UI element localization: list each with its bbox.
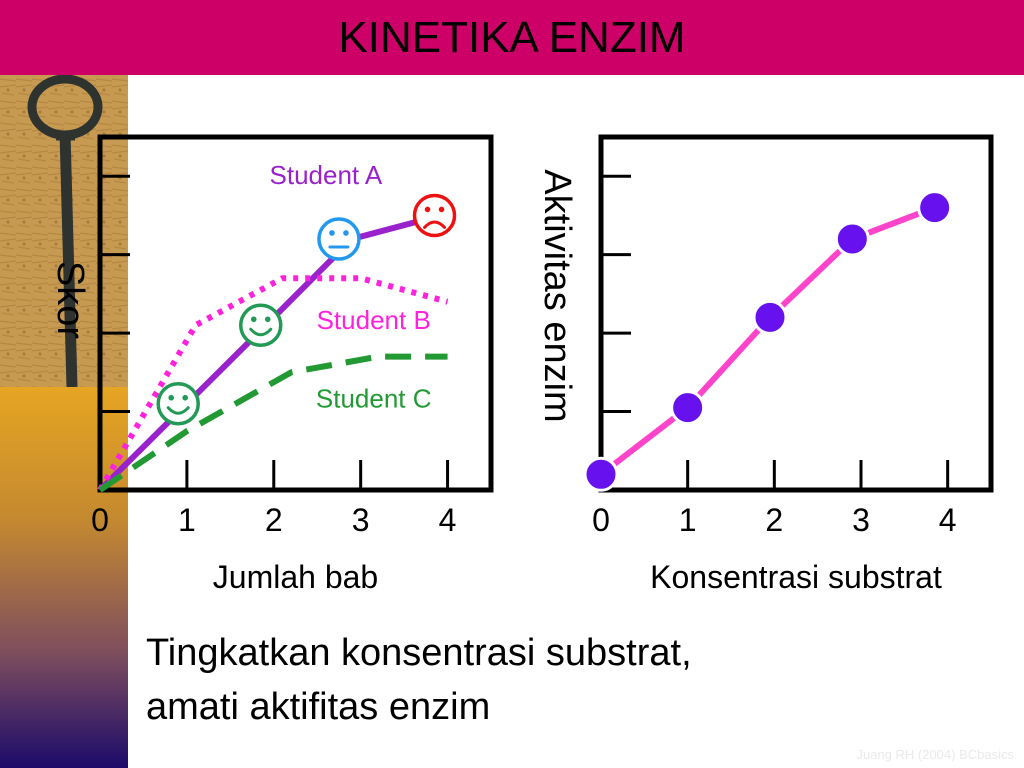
smiley-eye — [438, 206, 445, 213]
smiley-mouth — [166, 406, 190, 415]
key-photo — [0, 75, 128, 387]
slide-title: KINETIKA ENZIM — [338, 13, 686, 62]
happy-smiley-icon — [156, 381, 200, 426]
happy-smiley-icon — [238, 303, 283, 348]
smiley-face — [412, 193, 457, 238]
caption-line-1: Tingkatkan konsentrasi substrat, — [146, 632, 692, 674]
x-axis-label: Konsentrasi substrat — [650, 559, 942, 595]
x-tick-label: 2 — [265, 502, 283, 538]
data-point — [834, 221, 870, 257]
caption-line-2: amati aktifitas enzim — [146, 686, 491, 728]
neutral-smiley-icon — [317, 217, 361, 261]
smiley-eye — [182, 394, 188, 401]
smiley-eye — [329, 230, 335, 236]
sidebar-gradient — [0, 387, 128, 768]
enzyme-activity-chart: 0 1 2 3 4 Konsentrasi substrat Aktivitas enzim — [536, 134, 994, 595]
x-tick-label: 4 — [439, 502, 457, 538]
smiley-face — [156, 381, 200, 426]
data-point — [752, 299, 788, 335]
x-tick-label: 3 — [852, 502, 870, 538]
series-label: Student B — [317, 305, 431, 335]
skor-chart: 0 1 2 3 4 Jumlah bab Skor Student A Student B Stu… — [49, 134, 494, 595]
smiley-mouth — [249, 327, 273, 337]
smiley-mouth — [423, 220, 447, 229]
x-tick-label: 1 — [178, 502, 196, 538]
series-line-0 — [599, 204, 936, 477]
x-tick-label: 0 — [91, 502, 109, 538]
smiley-eye — [168, 394, 174, 401]
data-point — [583, 456, 619, 492]
series-line-0 — [97, 216, 427, 493]
series-line-1 — [97, 275, 449, 492]
x-axis-label: Jumlah bab — [213, 559, 378, 595]
series-label: Student A — [270, 160, 383, 190]
sad-smiley-icon — [412, 193, 457, 238]
smiley-face — [317, 217, 361, 261]
data-point — [917, 190, 953, 226]
data-point — [670, 390, 706, 426]
x-tick-label: 4 — [939, 502, 957, 538]
x-tick-label: 1 — [679, 502, 697, 538]
x-tick-label: 0 — [592, 502, 610, 538]
y-axis-label: Skor — [49, 261, 91, 339]
x-tick-label: 3 — [352, 502, 370, 538]
x-tick-label: 2 — [765, 502, 783, 538]
plot-frame — [97, 134, 494, 493]
plot-frame — [598, 134, 994, 493]
smiley-face — [238, 303, 283, 348]
smiley-eye — [250, 316, 257, 323]
footer-credit: Juang RH (2004) BCbasics — [856, 747, 1014, 762]
smiley-eye — [343, 230, 349, 236]
smiley-eye — [264, 316, 271, 323]
y-axis-label: Aktivitas enzim — [536, 169, 578, 422]
smiley-eye — [424, 206, 431, 213]
series-label: Student C — [316, 384, 432, 414]
series-line-2 — [98, 353, 448, 493]
header-bar — [0, 0, 1024, 75]
